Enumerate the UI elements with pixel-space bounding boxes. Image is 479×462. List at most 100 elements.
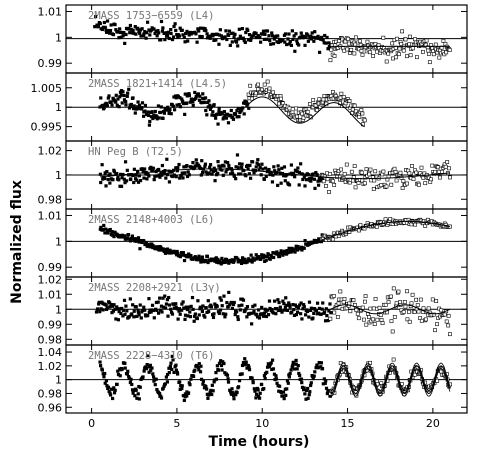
data-point-open bbox=[399, 42, 404, 46]
data-point-filled bbox=[271, 367, 275, 371]
data-point-filled bbox=[265, 254, 269, 259]
data-point-open bbox=[354, 308, 359, 312]
data-point-filled bbox=[94, 15, 98, 19]
data-point-filled bbox=[239, 165, 244, 169]
data-point-filled bbox=[154, 29, 158, 34]
data-point-open bbox=[341, 300, 346, 305]
data-point-filled bbox=[104, 303, 108, 307]
data-point-filled bbox=[247, 33, 252, 37]
data-point-filled bbox=[214, 169, 218, 173]
y-tick-label: 0.98 bbox=[38, 387, 63, 400]
data-point-filled bbox=[168, 248, 172, 252]
data-point-filled bbox=[151, 375, 156, 379]
data-point-filled bbox=[217, 361, 222, 365]
data-point-filled bbox=[176, 35, 180, 39]
data-point-filled bbox=[243, 40, 247, 45]
data-point-filled bbox=[327, 41, 331, 45]
data-point-filled bbox=[178, 380, 182, 384]
panel-label: 2MASS 2228−4310 (T6) bbox=[88, 350, 214, 362]
data-point-filled bbox=[198, 26, 203, 30]
data-point-filled bbox=[102, 20, 106, 25]
data-point-open bbox=[249, 96, 254, 101]
data-point-filled bbox=[120, 176, 124, 180]
data-point-filled bbox=[211, 169, 215, 174]
data-point-filled bbox=[307, 315, 311, 319]
data-point-filled bbox=[193, 368, 197, 372]
data-point-filled bbox=[295, 39, 299, 43]
x-tick-label: 0 bbox=[88, 417, 95, 430]
data-point-filled bbox=[185, 101, 189, 105]
data-point-filled bbox=[316, 183, 321, 187]
data-point-filled bbox=[136, 180, 141, 184]
data-point-open bbox=[330, 179, 335, 184]
data-point-filled bbox=[301, 307, 305, 311]
data-point-filled bbox=[134, 388, 138, 392]
data-point-filled bbox=[218, 260, 222, 264]
data-point-filled bbox=[221, 173, 225, 177]
data-point-filled bbox=[316, 179, 320, 183]
data-point-filled bbox=[249, 311, 253, 315]
data-point-filled bbox=[111, 396, 115, 401]
data-point-filled bbox=[295, 310, 300, 314]
data-point-filled bbox=[135, 396, 139, 400]
data-point-filled bbox=[316, 34, 320, 38]
data-point-filled bbox=[212, 312, 216, 316]
data-point-filled bbox=[311, 240, 316, 244]
data-point-filled bbox=[174, 175, 178, 179]
data-point-filled bbox=[203, 162, 208, 166]
data-point-filled bbox=[209, 105, 213, 109]
data-point-filled bbox=[170, 367, 174, 372]
data-point-open bbox=[246, 92, 251, 97]
data-point-filled bbox=[173, 22, 177, 26]
data-point-filled bbox=[108, 305, 112, 309]
data-point-filled bbox=[172, 108, 177, 112]
data-point-filled bbox=[228, 43, 232, 47]
data-point-filled bbox=[139, 316, 143, 320]
data-point-filled bbox=[164, 176, 168, 180]
data-point-filled bbox=[167, 180, 172, 184]
data-point-filled bbox=[107, 389, 111, 394]
data-point-filled bbox=[188, 383, 192, 387]
data-point-filled bbox=[214, 370, 218, 375]
data-point-filled bbox=[276, 164, 280, 168]
data-point-filled bbox=[266, 253, 271, 257]
data-point-filled bbox=[183, 392, 188, 396]
data-point-filled bbox=[160, 310, 164, 314]
data-point-filled bbox=[279, 390, 283, 394]
data-point-filled bbox=[174, 96, 178, 100]
data-point-open bbox=[371, 53, 376, 58]
data-point-filled bbox=[240, 162, 244, 166]
data-point-filled bbox=[145, 362, 149, 367]
data-point-filled bbox=[128, 31, 132, 35]
data-point-open bbox=[342, 171, 347, 176]
data-point-filled bbox=[321, 38, 325, 42]
data-point-filled bbox=[155, 34, 159, 38]
data-point-filled bbox=[132, 104, 136, 108]
data-point-filled bbox=[194, 32, 198, 36]
data-point-open bbox=[379, 318, 384, 322]
data-point-filled bbox=[299, 162, 303, 166]
data-point-filled bbox=[297, 183, 301, 187]
data-point-filled bbox=[107, 301, 112, 305]
data-point-filled bbox=[302, 388, 306, 392]
data-point-filled bbox=[135, 178, 139, 182]
data-point-filled bbox=[172, 173, 177, 177]
data-point-filled bbox=[236, 315, 240, 319]
data-point-filled bbox=[152, 113, 156, 117]
data-point-filled bbox=[252, 387, 256, 391]
data-point-open bbox=[409, 301, 414, 306]
data-point-filled bbox=[167, 303, 172, 307]
data-point-filled bbox=[159, 171, 163, 175]
data-point-filled bbox=[182, 165, 186, 169]
data-point-open bbox=[300, 111, 305, 116]
data-point-filled bbox=[132, 309, 136, 313]
data-point-filled bbox=[281, 253, 285, 257]
data-point-filled bbox=[187, 173, 191, 177]
data-point-filled bbox=[180, 171, 184, 175]
data-point-filled bbox=[180, 97, 184, 101]
data-point-filled bbox=[120, 233, 125, 237]
data-point-open bbox=[339, 91, 344, 96]
data-point-filled bbox=[213, 378, 217, 382]
data-point-filled bbox=[117, 178, 121, 182]
data-point-filled bbox=[115, 305, 119, 309]
